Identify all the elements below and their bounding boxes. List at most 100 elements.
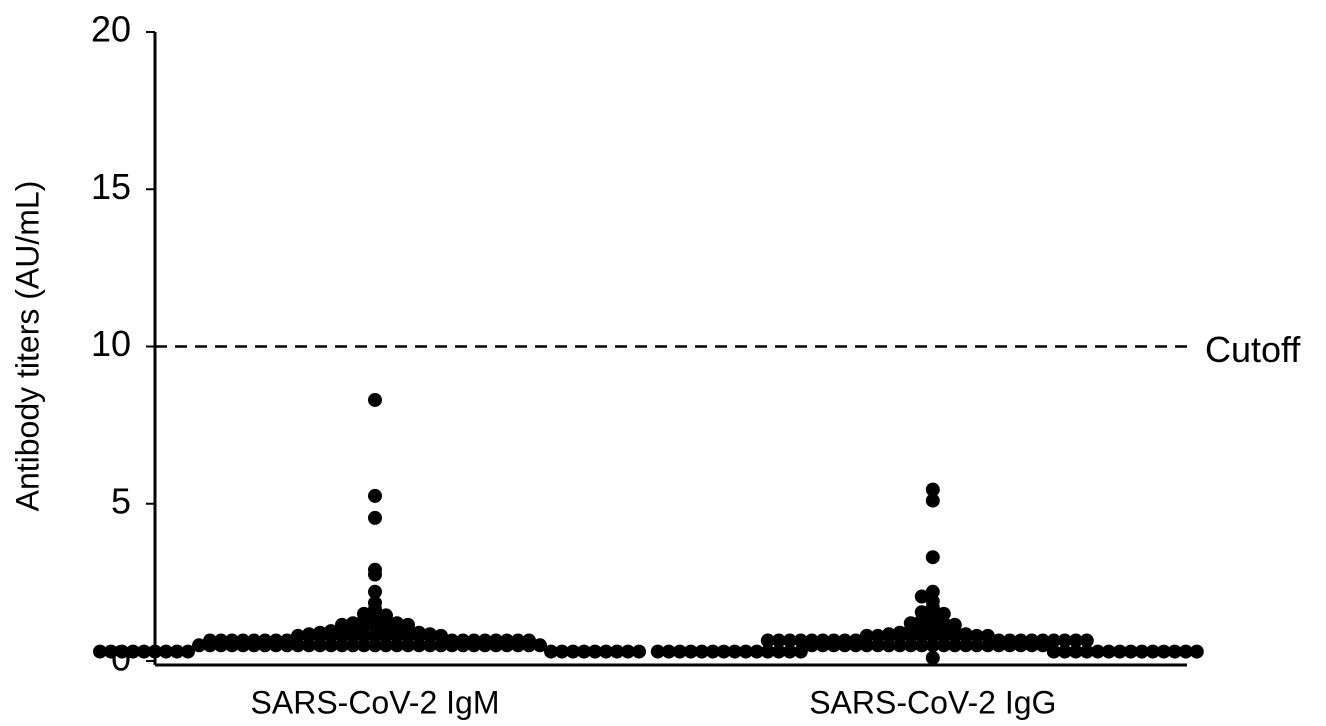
data-point — [324, 638, 338, 653]
data-point — [544, 644, 558, 659]
data-point — [126, 644, 140, 659]
x-tick-label: SARS-CoV-2 IgG — [809, 684, 1056, 720]
data-point — [621, 644, 635, 659]
data-point — [434, 638, 448, 653]
data-point — [148, 644, 162, 659]
y-tick-label: 20 — [91, 9, 131, 50]
data-point — [870, 638, 885, 653]
data-point — [170, 644, 184, 659]
data-point — [1134, 644, 1149, 659]
data-point — [104, 644, 118, 659]
data-point — [93, 644, 107, 659]
data-point — [716, 644, 731, 659]
data-point — [947, 638, 962, 653]
data-point — [335, 638, 349, 653]
data-point — [925, 482, 940, 497]
data-point — [522, 638, 536, 653]
data-point — [1156, 644, 1171, 659]
data-point — [412, 638, 426, 653]
data-point — [1079, 633, 1094, 648]
data-point — [247, 638, 261, 653]
data-point — [793, 633, 808, 648]
data-point — [705, 644, 720, 659]
data-point — [456, 638, 470, 653]
data-point — [357, 638, 371, 653]
data-point — [1046, 633, 1061, 648]
y-axis-label: Antibody titers (AU/mL) — [9, 181, 45, 512]
data-point — [368, 488, 382, 503]
data-point — [467, 638, 481, 653]
data-point — [991, 638, 1006, 653]
data-point — [760, 644, 775, 659]
data-point — [980, 638, 995, 653]
data-point — [1068, 633, 1083, 648]
data-point — [848, 638, 863, 653]
data-point — [489, 638, 503, 653]
data-point — [1024, 638, 1039, 653]
data-point — [236, 638, 250, 653]
data-point — [1035, 638, 1050, 653]
data-point — [269, 638, 283, 653]
data-point — [1057, 633, 1072, 648]
data-point — [203, 638, 217, 653]
data-point — [1068, 644, 1083, 659]
data-point — [782, 644, 797, 659]
data-point — [225, 638, 239, 653]
data-point — [650, 644, 665, 659]
data-point — [401, 638, 415, 653]
data-point — [914, 638, 929, 653]
data-point — [115, 644, 129, 659]
data-point — [478, 638, 492, 653]
data-point — [1145, 644, 1160, 659]
data-point — [881, 638, 896, 653]
data-point — [390, 638, 404, 653]
data-point — [511, 638, 525, 653]
data-point — [368, 638, 382, 653]
data-point — [533, 638, 547, 653]
data-point — [936, 638, 951, 653]
data-point — [1002, 638, 1017, 653]
data-point — [159, 644, 173, 659]
data-point — [793, 644, 808, 659]
data-point — [137, 644, 151, 659]
data-point — [925, 650, 940, 665]
data-point — [445, 638, 459, 653]
data-point — [804, 638, 819, 653]
data-point — [771, 644, 786, 659]
data-point — [727, 644, 742, 659]
data-point — [181, 644, 195, 659]
data-point — [903, 638, 918, 653]
data-point — [588, 644, 602, 659]
data-point — [368, 584, 382, 599]
data-point — [368, 567, 382, 582]
data-point — [826, 638, 841, 653]
data-point — [1090, 644, 1105, 659]
data-point — [192, 638, 206, 653]
y-tick-label: 10 — [91, 323, 131, 364]
data-point — [694, 644, 709, 659]
data-point — [925, 638, 940, 653]
data-point — [1112, 644, 1127, 659]
data-point — [1057, 644, 1072, 659]
data-point — [313, 638, 327, 653]
data-point — [771, 633, 786, 648]
data-point — [683, 644, 698, 659]
x-tick-label: SARS-CoV-2 IgM — [251, 684, 500, 720]
data-point — [368, 510, 382, 525]
data-point — [346, 638, 360, 653]
data-point — [500, 638, 514, 653]
y-tick-label: 5 — [111, 480, 131, 521]
data-point — [1079, 644, 1094, 659]
data-point — [291, 638, 305, 653]
data-point — [258, 638, 272, 653]
data-point — [1046, 644, 1061, 659]
data-point — [555, 644, 569, 659]
data-point — [302, 638, 316, 653]
data-point — [914, 589, 929, 604]
data-point — [368, 392, 382, 407]
data-point — [610, 644, 624, 659]
data-point — [672, 644, 687, 659]
cutoff-label: Cutoff — [1205, 329, 1301, 370]
data-point — [599, 644, 613, 659]
data-point — [925, 550, 940, 565]
